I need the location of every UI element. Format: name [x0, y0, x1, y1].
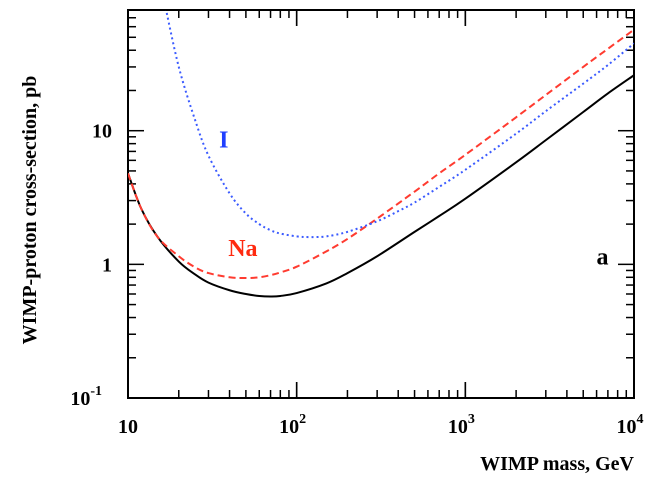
plot-frame	[127, 9, 635, 399]
series-layer	[128, 10, 634, 298]
y-tick-label: 1	[102, 254, 112, 276]
x-tick-label: 103	[448, 412, 475, 438]
x-tick-label: 104	[617, 412, 644, 438]
x-tick-label: 10	[118, 416, 138, 438]
series-line-combined	[128, 74, 634, 298]
axis-ticks: 10 102 103 104 10-1 1 10	[70, 9, 644, 438]
x-tick-label: 102	[279, 412, 306, 438]
series-line-na	[128, 28, 634, 280]
y-tick-label: 10-1	[70, 384, 102, 410]
y-tick-label: 10	[92, 121, 112, 143]
annotation-i: I	[219, 127, 228, 153]
annotations-layer: I Na a	[219, 127, 608, 270]
y-axis-title: WIMP-proton cross-section, pb	[19, 76, 41, 345]
series-line-i	[165, 10, 634, 239]
annotation-na: Na	[228, 236, 257, 262]
x-axis-title: WIMP mass, GeV	[480, 453, 634, 475]
annotation-a: a	[596, 244, 608, 270]
